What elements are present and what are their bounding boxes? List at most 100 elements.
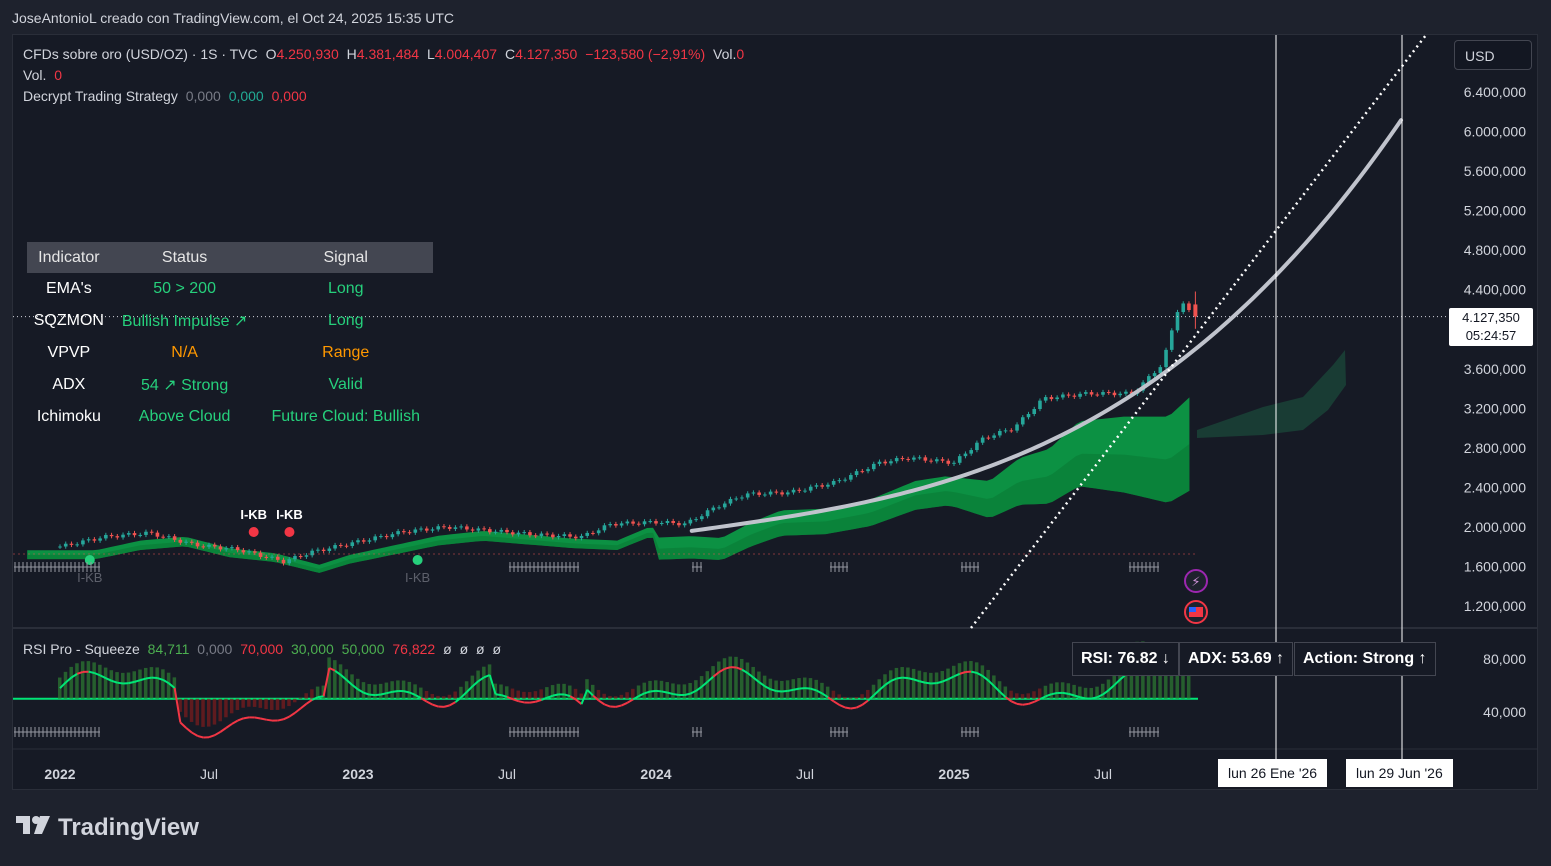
rsi-histogram-bar: [946, 668, 950, 699]
indicator-signal: Long: [327, 280, 364, 297]
rsi-histogram-bar: [545, 687, 549, 699]
candle-body: [476, 528, 481, 531]
rsi-line-segment: [1091, 696, 1098, 700]
rsi-histogram-bar: [132, 671, 136, 699]
rsi-histogram-bar: [906, 667, 910, 699]
rsi-line-segment: [598, 699, 605, 706]
candle-body: [419, 528, 423, 530]
rsi-histogram-bar: [138, 669, 142, 699]
candle-body: [883, 461, 888, 464]
candle-body: [1043, 397, 1048, 401]
rsi-histogram-bar: [338, 664, 343, 699]
rsi-histogram-bar: [785, 680, 790, 699]
indicator-status: N/A: [171, 344, 198, 361]
rsi-histogram-bar: [745, 662, 750, 699]
rsi-line-segment: [1074, 694, 1081, 699]
rsi-line-segment: [673, 693, 680, 696]
rsi-line-segment: [483, 674, 491, 679]
date-flag-1[interactable]: lun 26 Ene '26: [1218, 759, 1328, 787]
candle-body: [316, 549, 320, 551]
candle-body: [728, 498, 733, 504]
price-axis-tick: 3.600,000: [1464, 361, 1526, 377]
rsi-line-segment: [254, 716, 261, 720]
rsi-line-segment: [477, 676, 485, 682]
indicator-row: SQZMON Bullish Impulse ↗ Long: [27, 305, 433, 337]
volume-legend[interactable]: Vol. 0: [23, 67, 66, 83]
candle-body: [402, 531, 406, 533]
strategy-legend[interactable]: Decrypt Trading Strategy 0,000 0,000 0,0…: [23, 88, 311, 104]
candle-body: [172, 536, 177, 540]
candle-body: [808, 486, 813, 491]
rsi-line-segment: [615, 704, 622, 708]
rsi-line-segment: [328, 667, 336, 672]
price-chart-svg[interactable]: I-KB I-KB I-KB I-KB ⚡ 6.400,000 6.000,000 5.60…: [13, 35, 1538, 790]
indicator-signal: Long: [327, 312, 364, 329]
candle-body: [442, 526, 446, 528]
candle-body: [390, 534, 395, 538]
candle-body: [797, 489, 802, 491]
rsi-line-segment: [375, 693, 382, 697]
rsi-value-5: 50,000: [341, 641, 385, 657]
candle-body: [218, 546, 223, 550]
candle-body: [568, 534, 572, 537]
rsi-histogram-bar: [396, 680, 400, 699]
time-axis-tick: Jul: [796, 766, 814, 782]
rsi-histogram-bar: [419, 687, 423, 699]
rsi-histogram-bar: [894, 667, 899, 699]
rsi-histogram-bar: [1169, 657, 1174, 699]
candle-body: [138, 534, 143, 536]
rsi-line-segment: [1016, 702, 1023, 706]
rsi-line-segment: [1045, 693, 1052, 698]
rsi-histogram-bar: [447, 694, 452, 699]
rsi-line-segment: [260, 717, 267, 721]
rsi-histogram-bar: [911, 668, 916, 699]
vol-inline-value: 0: [736, 46, 745, 62]
candle-body: [155, 532, 160, 537]
candle-body: [247, 551, 251, 553]
date-flag-2[interactable]: lun 29 Jun '26: [1346, 759, 1453, 787]
candle-body: [235, 547, 240, 551]
rsi-line-segment: [380, 692, 387, 696]
rsi-histogram-bar: [143, 667, 148, 699]
rsi-histogram-bar: [871, 684, 876, 699]
rsi-histogram-bar: [229, 698, 234, 714]
rsi-empty-3: ø: [476, 641, 485, 657]
rsi-line-segment: [586, 689, 594, 697]
candle-body: [763, 494, 767, 496]
symbol-name[interactable]: CFDs sobre oro (USD/OZ) · 1S · TVC: [23, 46, 258, 62]
candle-body: [556, 535, 561, 538]
tradingview-brand[interactable]: TradingView: [16, 814, 199, 843]
rsi-legend[interactable]: RSI Pro - Squeeze 84,711 0,000 70,000 30…: [23, 641, 505, 657]
rsi-histogram-bar: [1009, 690, 1013, 699]
rsi-line-segment: [1051, 691, 1058, 696]
candle-body: [700, 516, 704, 520]
rsi-histogram-bar: [562, 683, 566, 699]
indicator-name: VPVP: [47, 344, 91, 361]
rsi-line-segment: [689, 689, 697, 695]
rsi-line-segment: [225, 723, 233, 729]
currency-button[interactable]: USD: [1454, 40, 1532, 70]
candle-body: [58, 546, 62, 548]
rsi-histogram-bar: [659, 680, 664, 699]
candle-body: [551, 534, 555, 538]
last-price-value: 4.127,350: [1462, 310, 1520, 325]
rsi-line-segment: [821, 692, 829, 699]
ikb-label: I-KB: [240, 507, 267, 522]
time-axis-tick: 2025: [938, 766, 969, 782]
lightning-icon[interactable]: [1184, 569, 1208, 593]
rsi-line-segment: [1062, 691, 1069, 695]
rsi-histogram-bar: [258, 698, 263, 708]
rsi-histogram-bar: [568, 685, 572, 699]
rsi-line-segment: [982, 675, 990, 682]
chart-credit: JoseAntonioL creado con TradingView.com,…: [12, 10, 455, 26]
candle-body: [465, 526, 469, 530]
rsi-line-segment: [529, 700, 536, 704]
candle-body: [768, 491, 773, 495]
rsi-line-segment: [214, 731, 221, 737]
rsi-histogram-bar: [315, 686, 320, 699]
rsi-histogram-bar: [596, 689, 601, 699]
rsi-line-segment: [907, 677, 915, 681]
price-axis-tick: 2.400,000: [1464, 479, 1526, 495]
price-axis-tick: 2.000,000: [1464, 519, 1526, 535]
symbol-legend[interactable]: CFDs sobre oro (USD/OZ) · 1S · TVC O4.25…: [23, 46, 748, 62]
